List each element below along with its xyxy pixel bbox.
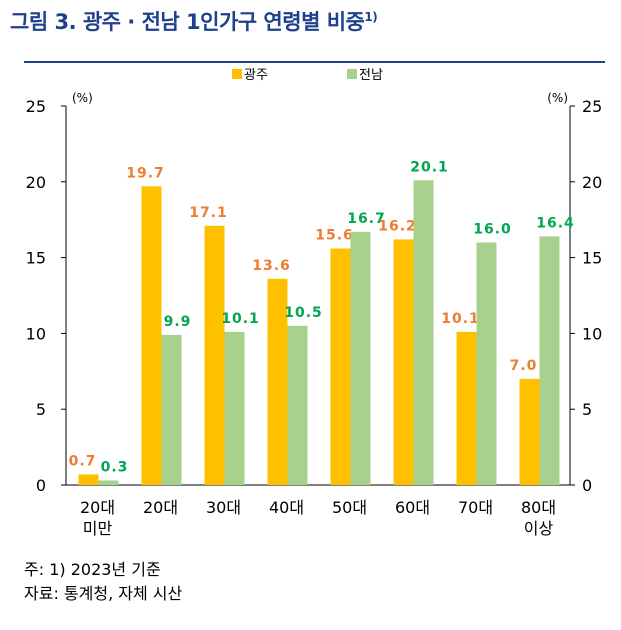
- x-tick-label: 70대: [458, 498, 493, 517]
- bar-전남: [350, 231, 371, 485]
- x-tick-label: 미만: [83, 519, 113, 538]
- note-line-1: 주: 1) 2023년 기준: [24, 560, 161, 579]
- legend-swatch-1: [232, 69, 242, 79]
- y-tick-label-right: 25: [582, 97, 602, 116]
- legend-swatch-2: [347, 69, 357, 79]
- x-tick-label: 50대: [332, 498, 367, 517]
- y-tick-label-left: 5: [36, 400, 46, 419]
- y-tick-label-right: 5: [582, 400, 592, 419]
- x-tick-label: 20대: [143, 498, 178, 517]
- data-label-전남: 10.5: [284, 305, 323, 321]
- title-rule: [24, 61, 605, 63]
- note-line-2: 자료: 통계청, 자체 시산: [24, 584, 183, 603]
- data-label-광주: 19.7: [126, 165, 165, 181]
- y-tick-label-right: 10: [582, 324, 602, 343]
- bar-전남: [161, 334, 182, 485]
- x-tick-label: 이상: [524, 519, 554, 538]
- bar-전남: [287, 325, 308, 485]
- bar-전남: [224, 331, 245, 485]
- y-tick-label-right: 15: [582, 249, 602, 268]
- bar-전남: [476, 242, 497, 485]
- y-tick-label-left: 15: [26, 249, 46, 268]
- bar-광주: [330, 248, 351, 485]
- data-label-광주: 16.2: [378, 218, 417, 234]
- bar-전남: [539, 236, 560, 485]
- bar-광주: [204, 225, 225, 486]
- bar-전남: [413, 180, 434, 485]
- bar-전남: [98, 480, 119, 485]
- y-tick-label-left: 10: [26, 324, 46, 343]
- chart-title-text: 그림 3. 광주 · 전남 1인가구 연령별 비중: [10, 10, 365, 34]
- legend-label-2: 전남: [359, 68, 383, 83]
- data-label-광주: 7.0: [510, 358, 538, 374]
- data-label-광주: 15.6: [315, 228, 354, 244]
- data-label-전남: 20.1: [410, 159, 449, 175]
- data-label-광주: 13.6: [252, 258, 291, 274]
- footnotes: 주: 1) 2023년 기준 자료: 통계청, 자체 시산: [24, 558, 182, 606]
- y-tick-label-right: 20: [582, 173, 602, 192]
- data-label-전남: 10.1: [221, 311, 260, 327]
- x-tick-label: 20대: [80, 498, 115, 517]
- y-tick-label-left: 20: [26, 173, 46, 192]
- data-label-전남: 0.3: [101, 459, 129, 475]
- title-footnote-mark: 1): [364, 10, 378, 24]
- data-label-전남: 16.7: [347, 211, 386, 227]
- y-tick-label-left: 0: [36, 476, 46, 495]
- data-label-전남: 16.0: [473, 221, 512, 237]
- data-label-광주: 17.1: [189, 205, 228, 221]
- x-tick-label: 60대: [395, 498, 430, 517]
- legend-label-1: 광주: [244, 68, 268, 83]
- bar-광주: [393, 239, 414, 485]
- data-label-전남: 16.4: [536, 215, 575, 231]
- data-label-광주: 10.1: [441, 311, 480, 327]
- chart-title: 그림 3. 광주 · 전남 1인가구 연령별 비중1): [10, 6, 378, 36]
- bar-광주: [519, 378, 540, 485]
- bar-광주: [141, 186, 162, 485]
- y-tick-label-right: 0: [582, 476, 592, 495]
- data-label-광주: 0.7: [69, 453, 97, 469]
- x-tick-label: 40대: [269, 498, 304, 517]
- bar-광주: [78, 474, 99, 485]
- bar-광주: [267, 278, 288, 485]
- bar-chart: 0 0 5 5 10 10 15 15 20 20 25 25 (%) (%) 광주 전남 0.7 0.3 20대미…: [26, 68, 603, 538]
- x-tick-label: 30대: [206, 498, 241, 517]
- x-tick-label: 80대: [521, 498, 556, 517]
- data-label-전남: 9.9: [164, 314, 192, 330]
- y-tick-label-left: 25: [26, 97, 46, 116]
- unit-label-right: (%): [547, 91, 568, 105]
- bar-광주: [456, 331, 477, 485]
- unit-label-left: (%): [72, 91, 93, 105]
